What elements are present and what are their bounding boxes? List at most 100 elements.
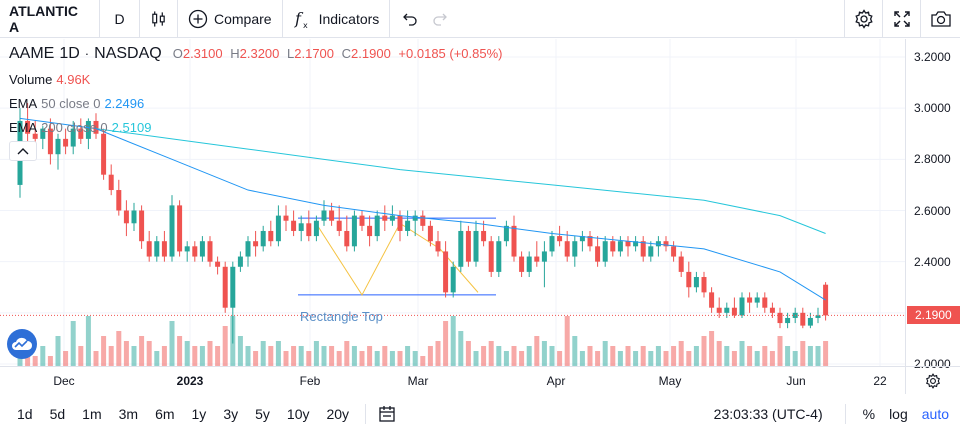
volume-bar [450, 316, 456, 366]
candle-body [739, 297, 745, 316]
bottom-toolbar: 1d 5d 1m 3m 6m 1y 3y 5y 10y 20y 23:03:33 (UTC-4) … [0, 395, 960, 433]
volume-bar [678, 341, 684, 366]
volume-bar [78, 346, 84, 366]
rectangle-drawing-label[interactable]: Rectangle Top [300, 309, 383, 324]
volume-bar [709, 331, 715, 366]
axis-settings-button[interactable] [905, 366, 960, 394]
candle-body [777, 312, 783, 324]
range-button-5d[interactable]: 5d [49, 406, 66, 422]
time-axis[interactable]: Dec 2023 Feb Mar Apr May Jun 22 [0, 366, 905, 394]
compare-button[interactable]: Compare [178, 0, 283, 38]
divider [844, 404, 846, 424]
low-value: 2.1700 [294, 46, 335, 61]
auto-scale-button[interactable]: auto [921, 406, 949, 422]
legend-volume-row[interactable]: Volume 4.96K [9, 72, 90, 87]
range-button-3m[interactable]: 3m [118, 406, 139, 422]
candle-body [762, 297, 768, 308]
legend-collapse-button[interactable] [9, 141, 37, 161]
candle-body [465, 230, 471, 262]
legend-ticker[interactable]: AAME [9, 45, 55, 62]
candle-body [557, 236, 563, 242]
candle-body [321, 210, 327, 221]
candle-body [260, 230, 266, 247]
volume-bar [488, 341, 494, 366]
symbol-search-button[interactable]: ATLANTIC A [0, 0, 100, 38]
volume-bar [815, 346, 821, 366]
volume-bar [32, 356, 38, 366]
candle-body [283, 215, 289, 221]
ema50-value: 2.2496 [104, 96, 145, 111]
candle-body [640, 241, 646, 257]
volume-bar [397, 351, 403, 366]
gear-icon [854, 9, 873, 29]
range-button-5y[interactable]: 5y [255, 406, 270, 422]
volume-bar [85, 316, 91, 366]
candle-body [177, 205, 183, 252]
calendar-icon[interactable] [378, 405, 396, 423]
candle-body [678, 256, 684, 272]
volume-bar [199, 346, 205, 366]
candle-body [602, 241, 608, 262]
price-tick-label: 2.6000 [914, 203, 951, 218]
range-button-20y[interactable]: 20y [326, 406, 350, 422]
tradingview-logo[interactable] [7, 329, 37, 359]
snapshot-button[interactable] [920, 0, 960, 38]
range-button-6m[interactable]: 6m [155, 406, 175, 422]
volume-bar [564, 316, 570, 366]
volume-bar [291, 346, 297, 366]
volume-bar [47, 356, 53, 366]
candle-body [800, 312, 806, 326]
candle-body [222, 266, 228, 308]
volume-bar [275, 341, 281, 366]
candle-body [747, 297, 753, 303]
candle-body [549, 236, 555, 252]
candle-body [655, 241, 661, 247]
settings-button[interactable] [844, 0, 882, 38]
candle-body [344, 230, 350, 247]
undo-icon[interactable] [400, 10, 418, 28]
price-chart[interactable] [0, 39, 905, 366]
candle-body [123, 210, 129, 224]
volume-bar [655, 346, 661, 366]
chart-pane[interactable] [0, 39, 905, 366]
candle-body [503, 225, 509, 242]
range-button-1m[interactable]: 1m [82, 406, 102, 422]
compare-label: Compare [214, 10, 272, 27]
candle-body [215, 261, 221, 267]
volume-bar [321, 346, 327, 366]
candle-body [473, 230, 479, 262]
volume-bar [161, 346, 167, 366]
volume-bar [693, 346, 699, 366]
log-scale-button[interactable]: log [889, 406, 908, 422]
price-scale[interactable]: 3.20003.00002.80002.60002.40002.20002.00… [905, 39, 960, 371]
range-button-10y[interactable]: 10y [286, 406, 310, 422]
interval-button[interactable]: D [100, 0, 140, 38]
price-tick-label: 2.8000 [914, 152, 951, 167]
candle-body [146, 241, 152, 257]
range-button-1d[interactable]: 1d [17, 406, 33, 422]
candle-body [443, 251, 449, 293]
candle-body [754, 297, 760, 303]
volume-bar [807, 346, 813, 366]
divider [365, 404, 367, 424]
clock-timezone[interactable]: 23:03:33 (UTC-4) [713, 406, 823, 422]
chart-style-button[interactable] [140, 0, 178, 38]
legend-ema50-row[interactable]: EMA 50 close 0 2.2496 [9, 96, 144, 111]
percent-scale-button[interactable]: % [862, 406, 876, 422]
range-button-1y[interactable]: 1y [191, 406, 207, 422]
candle-body [807, 317, 813, 326]
candle-body [85, 120, 91, 139]
chart-legend: AAME 1D · NASDAQ O2.3100 H2.3200 L2.1700… [9, 45, 503, 63]
time-tick-label: 22 [873, 374, 887, 388]
volume-bar [207, 341, 213, 366]
range-button-3y[interactable]: 3y [223, 406, 239, 422]
candle-body [367, 225, 373, 237]
redo-icon[interactable] [432, 10, 450, 28]
volume-bar [747, 346, 753, 366]
candle-body [481, 230, 487, 242]
legend-ema200-row[interactable]: EMA 200 close 0 2.5109 [9, 120, 151, 135]
price-tick-label: 2.0000 [914, 357, 951, 371]
fullscreen-button[interactable] [882, 0, 920, 38]
